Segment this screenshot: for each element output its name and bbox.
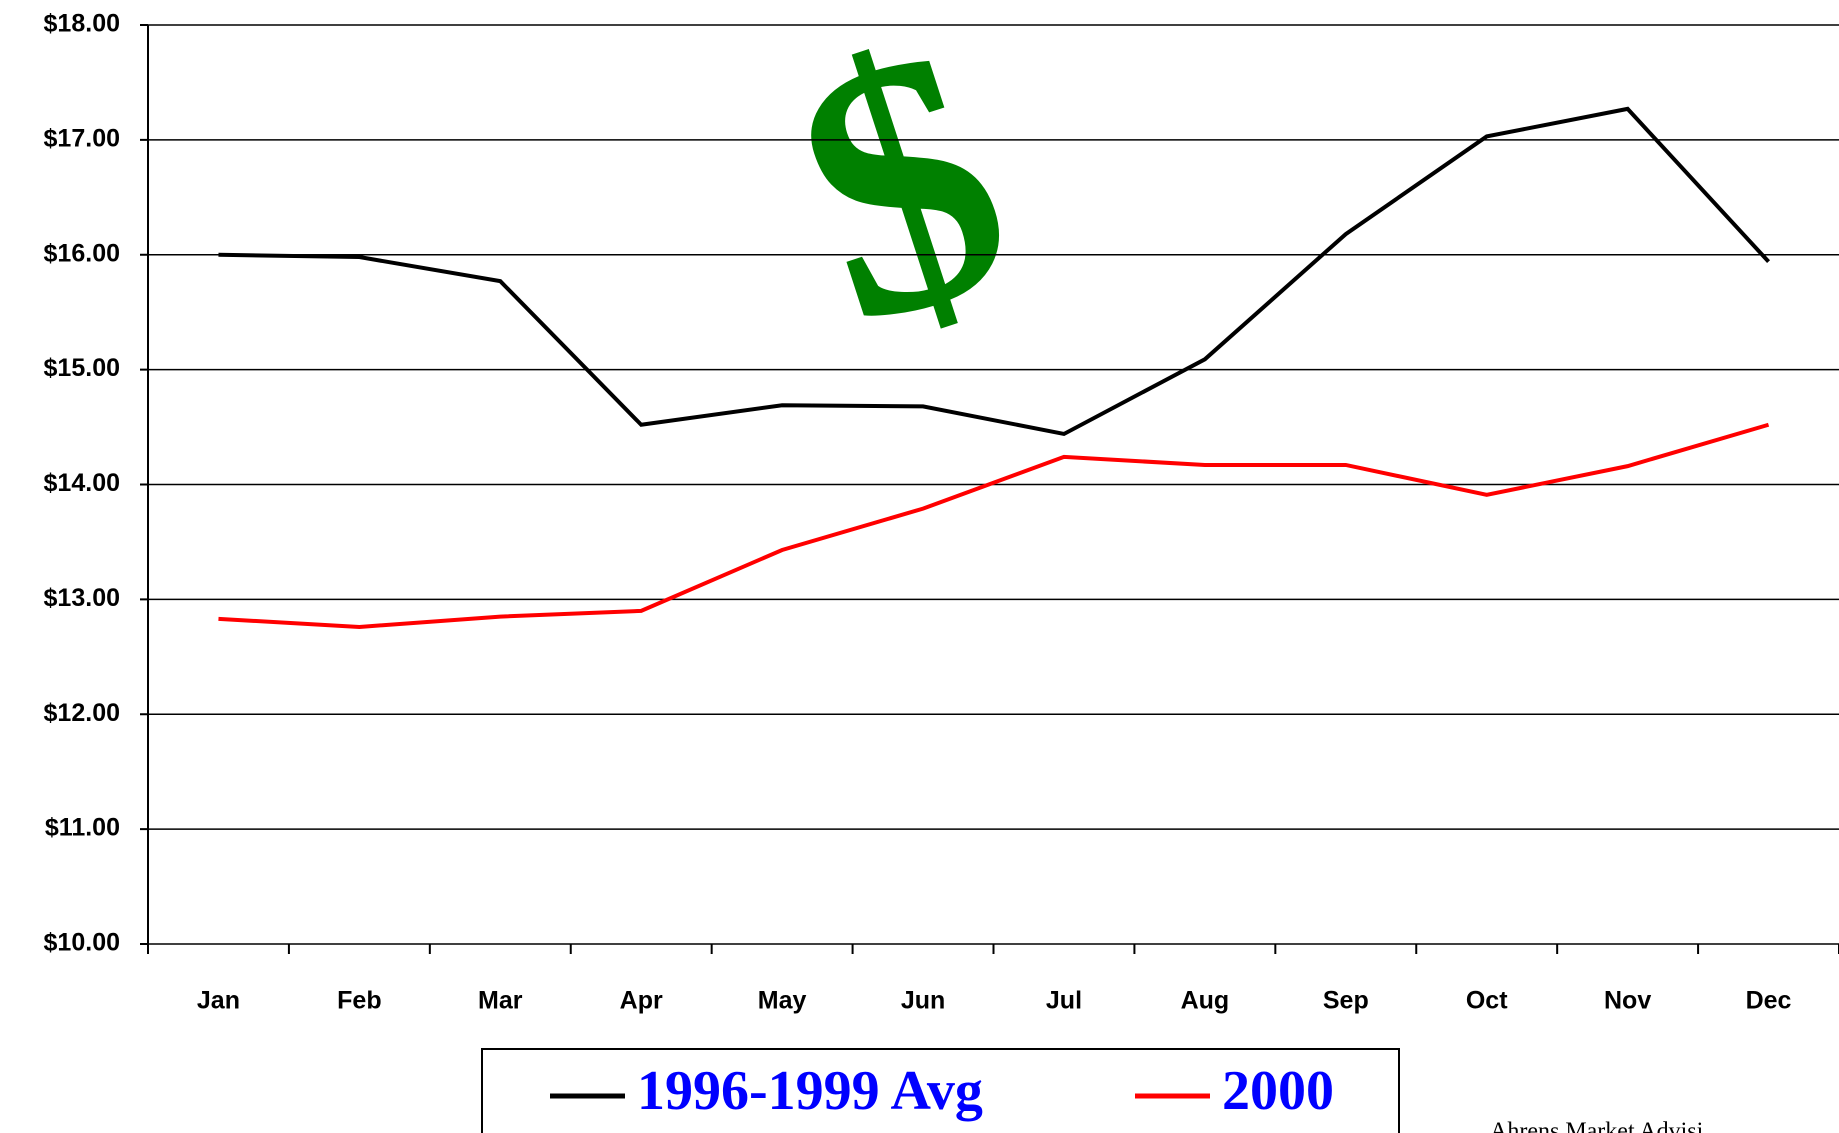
y-tick-label: $15.00 bbox=[44, 354, 120, 382]
source-note: Ahrens Market Advisi bbox=[1490, 1119, 1704, 1133]
y-tick-label: $18.00 bbox=[44, 10, 120, 38]
y-tick-label: $10.00 bbox=[44, 929, 120, 957]
y-tick-label: $13.00 bbox=[44, 584, 120, 612]
dollar-glyph: $ bbox=[755, 0, 1049, 402]
series-line bbox=[218, 422, 1770, 629]
series-line bbox=[218, 106, 1771, 437]
y-tick-label: $11.00 bbox=[45, 814, 120, 842]
y-tick-label: $17.00 bbox=[44, 124, 120, 152]
legend-box bbox=[481, 1048, 1400, 1133]
y-tick-label: $16.00 bbox=[44, 239, 120, 267]
x-tick-label: Jun bbox=[901, 987, 945, 1015]
legend-label: 2000 bbox=[1222, 1060, 1334, 1122]
x-tick-label: Nov bbox=[1604, 987, 1651, 1015]
x-tick-label: Jul bbox=[1046, 987, 1082, 1015]
x-tick-label: Jan bbox=[197, 987, 240, 1015]
x-tick-label: Feb bbox=[337, 987, 381, 1015]
dollar-icon: $ bbox=[755, 0, 1049, 402]
x-tick-label: Aug bbox=[1181, 987, 1230, 1015]
y-tick-label: $12.00 bbox=[44, 699, 120, 727]
x-tick-label: May bbox=[758, 987, 807, 1015]
x-tick-label: Dec bbox=[1746, 987, 1792, 1015]
legend-label: 1996-1999 Avg bbox=[637, 1060, 983, 1122]
x-tick-label: Apr bbox=[620, 987, 663, 1015]
x-tick-label: Mar bbox=[478, 987, 523, 1015]
x-tick-label: Oct bbox=[1466, 987, 1508, 1015]
y-tick-label: $14.00 bbox=[44, 469, 120, 497]
x-tick-label: Sep bbox=[1323, 987, 1369, 1015]
